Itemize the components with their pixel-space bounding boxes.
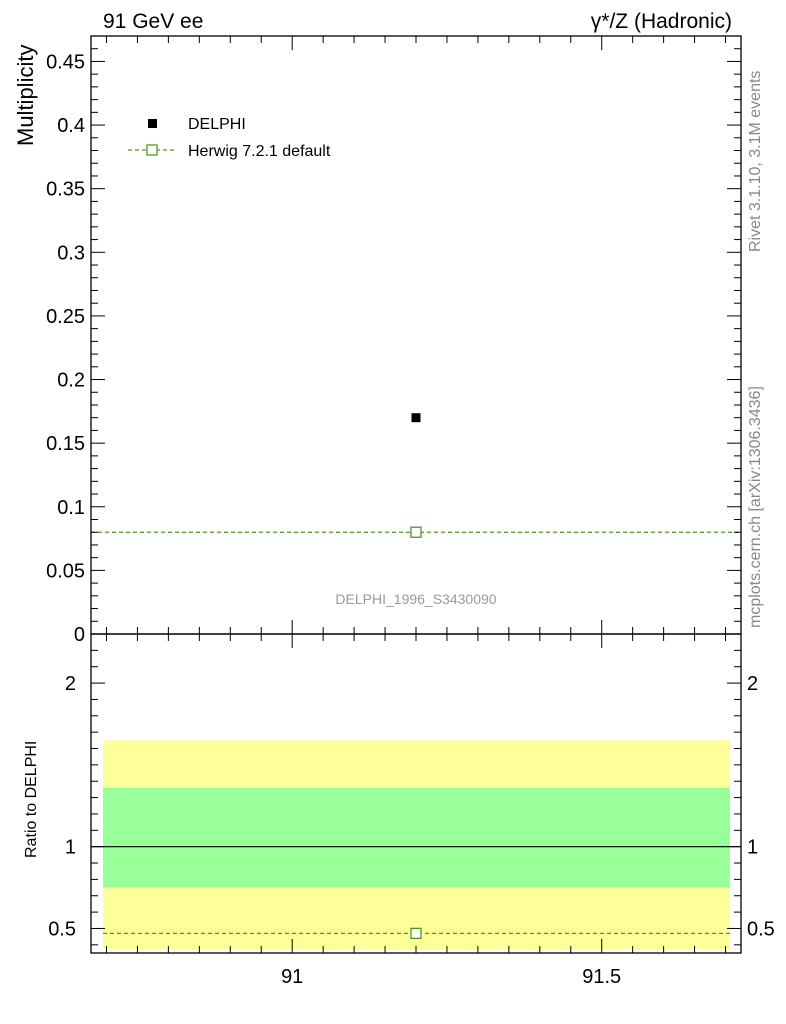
main-y-tick-label: 0.3 bbox=[57, 242, 85, 264]
ratio-band-1 bbox=[103, 787, 730, 888]
header-right-label: γ*/Z (Hadronic) bbox=[591, 10, 732, 33]
mcplots-label: mcplots.cern.ch [arXiv:1306.3436] bbox=[747, 386, 764, 628]
main-y-tick-label: 0.05 bbox=[46, 560, 85, 582]
ratio-y-tick-label-right: 2 bbox=[747, 673, 758, 695]
ratio-y-tick-label-right: 1 bbox=[747, 837, 758, 859]
main-y-tick-label: 0 bbox=[74, 624, 85, 646]
ratio-y-tick-label-left: 2 bbox=[65, 673, 76, 695]
ratio-y-axis-label: Ratio to DELPHI bbox=[23, 741, 40, 858]
main-y-tick-label: 0.1 bbox=[57, 497, 85, 519]
legend-delphi-label: DELPHI bbox=[188, 116, 246, 133]
legend-herwig-label: Herwig 7.2.1 default bbox=[188, 143, 331, 160]
main-y-tick-label: 0.2 bbox=[57, 370, 85, 392]
herwig-point bbox=[410, 526, 422, 538]
rivet-label: Rivet 3.1.10, 3.1M events bbox=[747, 71, 764, 252]
main-y-tick-label: 0.35 bbox=[46, 179, 85, 201]
ratio-panel: 91 91.5 0.5 0.5 1 1 2 2 bbox=[48, 633, 775, 988]
legend: DELPHI Herwig 7.2.1 default bbox=[128, 116, 331, 160]
ratio-y-tick-label-right: 0.5 bbox=[747, 918, 775, 940]
x-tick-label: 91.5 bbox=[582, 966, 621, 988]
main-y-tick-label: 0.25 bbox=[46, 306, 85, 328]
x-tick-label: 91 bbox=[281, 966, 303, 988]
ratio-y-tick-label-left: 0.5 bbox=[48, 918, 76, 940]
main-y-tick-label: 0.15 bbox=[46, 433, 85, 455]
main-y-tick-label: 0.45 bbox=[46, 51, 85, 73]
main-y-axis-label: Multiplicity bbox=[13, 45, 38, 146]
analysis-label: DELPHI_1996_S3430090 bbox=[335, 591, 496, 607]
ratio-herwig-point bbox=[410, 927, 422, 940]
legend-delphi-marker bbox=[148, 119, 157, 128]
ratio-y-tick-label-left: 1 bbox=[65, 837, 76, 859]
delphi-point bbox=[411, 413, 421, 423]
main-panel: 0 0.05 0.1 0.15 0.2 0.25 0.3 0.35 0.4 0.45 bbox=[46, 35, 742, 646]
legend-herwig-marker bbox=[146, 144, 158, 156]
main-y-tick-label: 0.4 bbox=[57, 115, 85, 137]
header-left-label: 91 GeV ee bbox=[103, 10, 203, 33]
